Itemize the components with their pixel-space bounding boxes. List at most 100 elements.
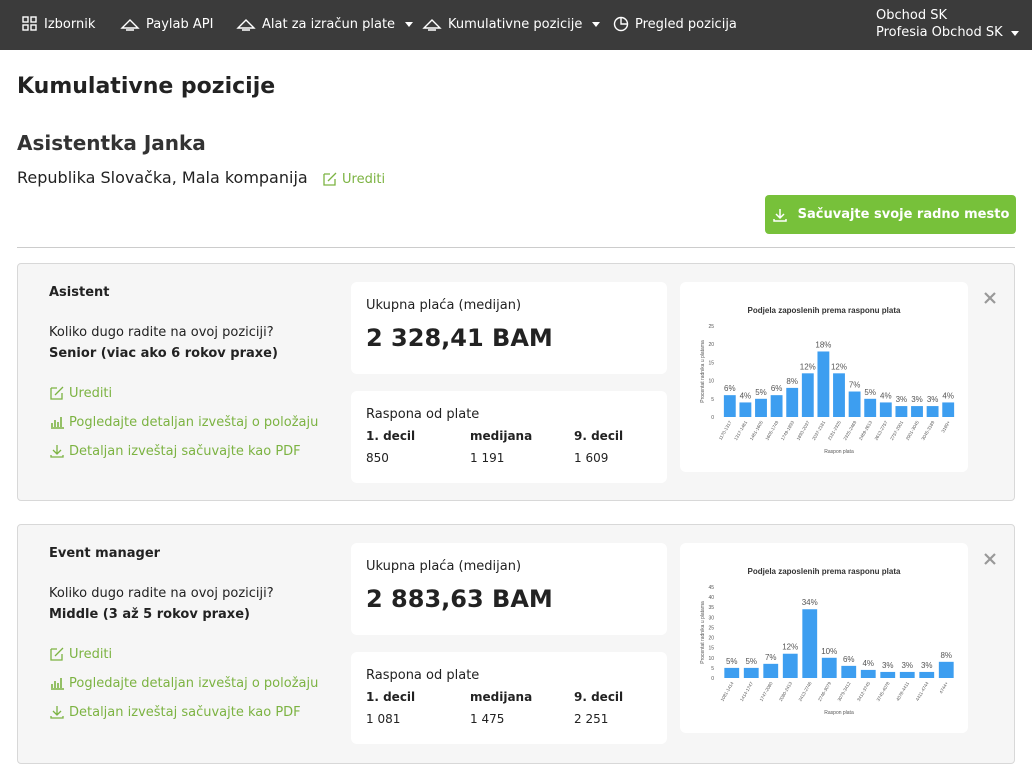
value-label: 5% (864, 388, 876, 397)
y-tick-label: 10 (708, 379, 714, 385)
y-tick-label: 10 (708, 656, 714, 662)
chart: Podjela zaposlenih prema rasponu plata Pr… (700, 306, 955, 455)
icon (51, 417, 64, 429)
x-tick-label: 2757-2901 (889, 420, 904, 442)
y-tick-label: 35 (708, 605, 714, 611)
x-tick-label: 1414-1747 (739, 681, 754, 703)
icon (120, 19, 140, 31)
nav-label: Pregled pozicija (635, 16, 737, 32)
bar (739, 402, 752, 417)
range-header: 1. decil (366, 429, 416, 443)
user-menu[interactable]: Obchod SK Profesia Obchod SK (876, 7, 1019, 41)
value-label: 4% (862, 659, 874, 668)
x-tick-label: 2080-2413 (778, 681, 793, 703)
value-label: 5% (755, 388, 767, 397)
bar (821, 657, 837, 678)
range-value: 1 191 (470, 451, 505, 465)
page-title: Kumulativne pozicije (17, 74, 276, 99)
x-tick-label: 4744+ (938, 681, 949, 695)
range-header: 9. decil (574, 690, 624, 704)
x-tick-label: 1747-2080 (759, 681, 774, 703)
card-link[interactable]: Pogledajte detaljan izveštaj o položaju (49, 414, 318, 430)
y-tick-label: 5 (711, 397, 714, 403)
x-tick-label: 1749-1893 (780, 420, 795, 442)
x-tick-label: 3079-3412 (837, 681, 852, 703)
edit-link[interactable]: Urediti (322, 171, 385, 187)
card-link[interactable]: Urediti (49, 385, 112, 401)
x-tick-label: 2469-2613 (858, 420, 873, 442)
range-value: 1 081 (366, 712, 401, 726)
y-tick-label: 5 (711, 666, 714, 672)
icon (50, 706, 64, 719)
save-button[interactable]: Sačuvajte svoje radno mesto (765, 195, 1016, 234)
value-label: 4% (740, 391, 752, 400)
x-tick-label: 1170-1317 (718, 420, 733, 441)
user-account: Profesia Obchod SK (876, 24, 1019, 41)
icon (772, 208, 787, 222)
value-label: 3% (921, 661, 933, 670)
bar (770, 395, 783, 417)
link-label: Detaljan izveštaj sačuvajte kao PDF (69, 443, 301, 459)
bar (724, 667, 740, 678)
range-header: medijana (470, 429, 533, 443)
y-tick-label: 30 (708, 615, 714, 621)
experience: Senior (viac ako 6 rokov praxe) (49, 346, 278, 361)
nav-label: Izbornik (44, 16, 96, 32)
x-tick-label: 4078-4411 (895, 681, 910, 702)
y-tick-label: 25 (708, 324, 714, 330)
icon (323, 172, 337, 186)
bar (786, 387, 799, 417)
value-label: 3% (882, 661, 894, 670)
icon (50, 445, 64, 458)
link-label: Urediti (69, 385, 113, 401)
icon (613, 16, 629, 32)
question: Koliko dugo radite na ovoj poziciji? (49, 586, 274, 601)
y-tick-label: 15 (708, 360, 714, 366)
salary-box: Ukupna plaća (medijan) 2 328,41 BAM (351, 282, 667, 374)
icon (422, 19, 442, 31)
range-header: 1. decil (366, 690, 416, 704)
nav-item[interactable]: Paylab API (120, 16, 213, 32)
icon (50, 647, 64, 661)
nav-item[interactable]: Izbornik (22, 16, 95, 32)
question: Koliko dugo radite na ovoj poziciji? (49, 325, 274, 340)
close-button[interactable] (983, 552, 997, 566)
salary-label: Ukupna plaća (medijan) (366, 298, 522, 313)
icon (51, 678, 64, 690)
range-box: Raspona od plate 1. decil 850 medijana 1 191… (351, 391, 667, 483)
bar (942, 402, 955, 417)
value-label: 3% (901, 661, 913, 670)
chart-title: Podjela zaposlenih prema rasponu plata (748, 306, 901, 315)
value-label: 6% (724, 384, 736, 393)
card-link[interactable]: Pogledajte detaljan izveštaj o položaju (49, 675, 318, 691)
link-label: Pogledajte detaljan izveštaj o položaju (69, 675, 319, 691)
card-link[interactable]: Urediti (49, 646, 112, 662)
x-tick-label: 1081-1414 (720, 681, 735, 703)
range-value: 1 475 (470, 712, 505, 726)
experience: Middle (3 až 5 rokov praxe) (49, 607, 250, 622)
value-label: 8% (786, 377, 798, 386)
x-tick-label: 2613-2757 (874, 420, 889, 442)
card-link[interactable]: Detaljan izveštaj sačuvajte kao PDF (49, 704, 301, 720)
chart-box: Podjela zaposlenih prema rasponu plata Pr… (680, 282, 968, 472)
x-tick-label: 2037-2181 (811, 420, 826, 442)
value-label: 3% (927, 395, 939, 404)
icon (236, 19, 256, 31)
value-label: 8% (940, 651, 952, 660)
nav-item[interactable]: Pregled pozicija (613, 16, 737, 32)
nav-item[interactable]: Kumulativne pozicije (422, 16, 601, 32)
x-tick-label: 3745-4078 (876, 681, 891, 703)
y-axis-label: Procentat radnika u platama (700, 601, 706, 664)
y-tick-label: 20 (708, 636, 714, 642)
card-link[interactable]: Detaljan izveštaj sačuvajte kao PDF (49, 443, 301, 459)
user-company: Obchod SK (876, 8, 947, 23)
range-value: 1 609 (574, 451, 609, 465)
close-button[interactable] (983, 291, 997, 305)
value-label: 7% (849, 381, 861, 390)
bar (860, 669, 876, 678)
nav-item[interactable]: Alat za izračun plate (236, 16, 414, 32)
value-label: 18% (815, 340, 831, 349)
bar (841, 665, 857, 678)
profile-name: Asistentka Janka (17, 131, 206, 155)
